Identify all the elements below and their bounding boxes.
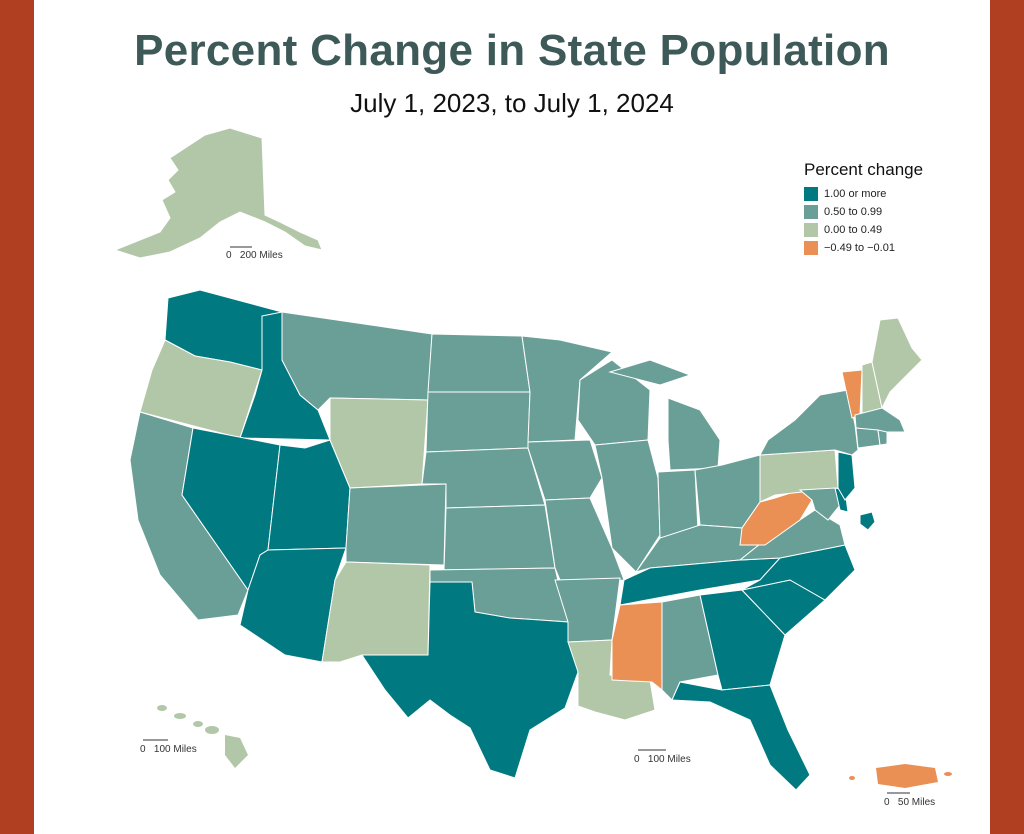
state-wyoming[interactable] [329, 397, 429, 489]
legend-item: −0.49 to −0.01 [804, 239, 984, 257]
map-panel: Percent Change in State Population July … [34, 0, 990, 834]
scale-bar-puerto-rico: 0 50 Miles [884, 792, 935, 808]
map-legend: Percent change 1.00 or more 0.50 to 0.99… [804, 160, 984, 257]
state-north-dakota[interactable] [427, 333, 531, 393]
svg-text:0 100 Miles: 0 100 Miles [634, 754, 691, 765]
legend-swatch [804, 241, 818, 255]
svg-text:0 100 Miles: 0 100 Miles [140, 744, 197, 755]
legend-label: 1.00 or more [824, 188, 887, 200]
state-rhode-island[interactable] [877, 429, 888, 446]
state-new-mexico[interactable] [321, 561, 431, 663]
state-montana[interactable] [281, 311, 433, 411]
state-mississippi[interactable] [611, 601, 663, 692]
legend-swatch [804, 187, 818, 201]
state-new-jersey[interactable] [837, 451, 856, 501]
state-south-dakota[interactable] [425, 391, 531, 453]
scale-bar-hawaii: 0 100 Miles [140, 739, 197, 755]
legend-item: 0.50 to 0.99 [804, 203, 984, 221]
puerto-rico-islet [849, 776, 855, 780]
scale-bar-alaska: 0 200 Miles [226, 246, 283, 261]
map-title: Percent Change in State Population [134, 26, 890, 75]
map-subtitle: July 1, 2023, to July 1, 2024 [350, 88, 674, 118]
svg-text:0 50 Miles: 0 50 Miles [884, 797, 935, 808]
legend-item: 0.00 to 0.49 [804, 221, 984, 239]
us-map: 0 200 Miles 0 100 Miles 0 100 Miles 0 50… [113, 127, 952, 808]
territory-puerto-rico[interactable] [876, 764, 938, 788]
state-maine[interactable] [871, 317, 923, 410]
legend-swatch [804, 205, 818, 219]
state-minnesota[interactable] [521, 335, 614, 443]
legend-item: 1.00 or more [804, 185, 984, 203]
state-alaska[interactable] [113, 127, 323, 259]
state-kansas[interactable] [443, 504, 556, 571]
svg-text:0 200 Miles: 0 200 Miles [226, 250, 283, 261]
state-new-york[interactable] [759, 389, 859, 456]
legend-swatch [804, 223, 818, 237]
state-colorado[interactable] [345, 483, 447, 566]
state-florida[interactable] [671, 681, 811, 791]
legend-label: −0.49 to −0.01 [824, 242, 895, 254]
dc-marker[interactable] [859, 511, 876, 531]
puerto-rico-islet [944, 772, 952, 776]
state-arizona[interactable] [239, 547, 347, 663]
state-texas[interactable] [361, 581, 579, 779]
legend-label: 0.00 to 0.49 [824, 224, 883, 236]
legend-title: Percent change [804, 160, 924, 179]
scale-bar-contiguous: 0 100 Miles [634, 749, 691, 765]
legend-label: 0.50 to 0.99 [824, 206, 883, 218]
state-hawaii[interactable] [157, 705, 248, 768]
state-oregon[interactable] [139, 339, 263, 439]
state-illinois[interactable] [594, 439, 661, 573]
state-connecticut[interactable] [855, 427, 881, 449]
